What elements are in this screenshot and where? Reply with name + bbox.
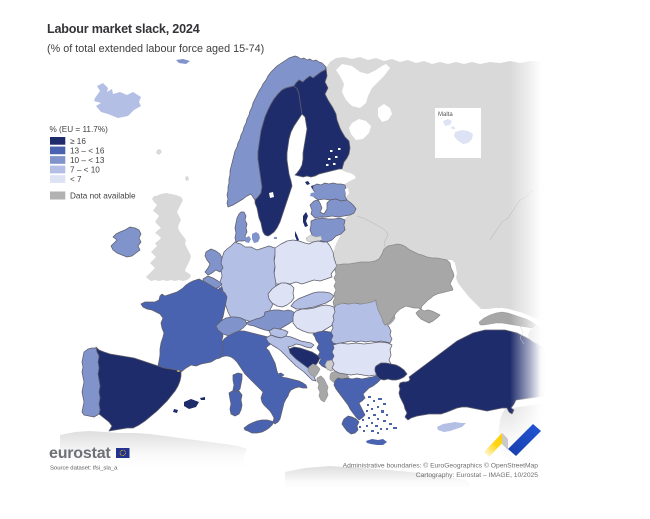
svg-text:% (EU = 11.7%): % (EU = 11.7%): [50, 125, 109, 134]
svg-text:eurostat: eurostat: [49, 445, 111, 462]
svg-text:13 – < 16: 13 – < 16: [70, 147, 105, 156]
svg-text:Malta: Malta: [438, 112, 453, 118]
svg-text:≥ 16: ≥ 16: [70, 137, 86, 146]
svg-text:Administrative boundaries: © E: Administrative boundaries: © EuroGeograp…: [343, 462, 539, 470]
svg-text:Data not available: Data not available: [70, 192, 136, 201]
svg-text:< 7: < 7: [70, 175, 82, 184]
svg-text:Cartography: Eurostat – IMAGE,: Cartography: Eurostat – IMAGE, 10/2025: [416, 472, 539, 479]
svg-text:Labour market slack, 2024: Labour market slack, 2024: [47, 22, 200, 36]
svg-text:7 – < 10: 7 – < 10: [70, 166, 100, 175]
svg-text:10 – < 13: 10 – < 13: [70, 156, 105, 165]
svg-text:(% of total extended labour fo: (% of total extended labour force aged 1…: [47, 43, 264, 55]
svg-text:Source dataset: lfsi_sla_a: Source dataset: lfsi_sla_a: [50, 466, 118, 472]
